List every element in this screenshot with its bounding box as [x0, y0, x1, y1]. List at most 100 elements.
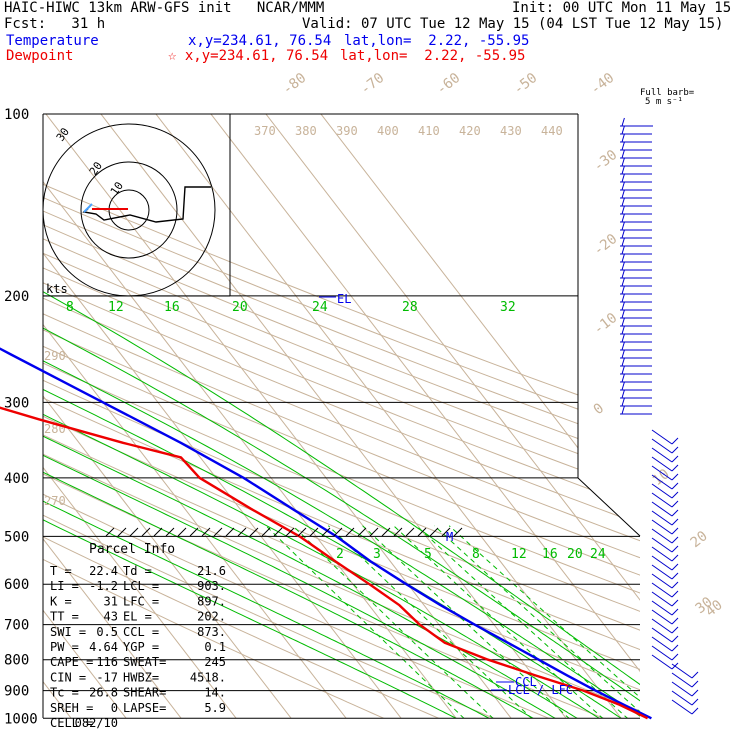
wind-barb-flag	[621, 165, 625, 175]
wind-barb-flag	[621, 197, 625, 207]
theta-label: 290	[44, 349, 66, 363]
parcel-key: LAPSE=	[123, 701, 166, 715]
wind-barb-flag	[671, 572, 679, 580]
parcel-key: LCL =	[123, 579, 159, 593]
pressure-label: 500	[4, 529, 29, 545]
mixing-ratio-line	[292, 525, 507, 718]
parcel-value: 31	[104, 594, 118, 608]
hatch-mark	[429, 527, 439, 537]
parcel-key: EL =	[123, 610, 152, 624]
wind-barb-flag	[671, 527, 679, 535]
isotherm-line	[43, 114, 247, 718]
parcel-value: 0.5	[96, 625, 118, 639]
wind-barb-flag	[621, 405, 625, 415]
wind-barb	[671, 681, 693, 697]
wind-barb-flag	[671, 500, 679, 508]
dry-adiabat-line	[43, 114, 640, 718]
hatch-mark	[141, 527, 151, 537]
dry-adiabat-line	[43, 114, 640, 718]
wind-barb-flag	[671, 446, 679, 454]
mixing-ratio-line	[448, 525, 640, 718]
wind-barb-flag	[671, 617, 679, 625]
parcel-key: CIN =	[50, 670, 86, 684]
wind-barb-flag	[671, 482, 679, 490]
wind-barb	[651, 465, 673, 481]
hatch-mark	[273, 527, 283, 537]
parcel-key: CCL =	[123, 625, 159, 639]
parcel-value: 4518.	[190, 670, 226, 684]
mixing-ratio-label: 8	[472, 547, 480, 562]
wind-barb-flag	[671, 563, 679, 571]
pressure-label: 600	[4, 577, 29, 593]
parcel-value: 202.	[197, 610, 226, 624]
wind-barb-flag	[621, 133, 625, 143]
hatch-mark	[333, 527, 343, 537]
wind-barb-flag	[621, 253, 625, 263]
parcel-key: SREH =	[50, 701, 93, 715]
theta-e-label: 28	[402, 300, 418, 315]
theta-label: 440	[541, 124, 563, 138]
ccl-marker: CCL	[515, 675, 537, 689]
pressure-label: 1000	[4, 711, 38, 727]
hatch-mark	[357, 527, 367, 537]
hatch-mark	[285, 527, 295, 537]
dry-adiabat-line	[43, 114, 640, 718]
storm-motion-marker	[83, 203, 93, 213]
wind-barb	[651, 510, 673, 526]
isotherm-line	[43, 114, 302, 718]
hatch-mark	[105, 527, 115, 537]
wind-barb-flag	[691, 680, 699, 688]
isotherm-line	[134, 114, 632, 718]
wind-barb	[651, 564, 673, 580]
hatch-mark	[225, 527, 235, 537]
parcel-value: 4.64	[89, 640, 118, 654]
wind-barb	[651, 645, 673, 661]
dry-adiabat-line	[43, 114, 640, 718]
parcel-value: 082/10	[75, 716, 118, 730]
parcel-key: LI =	[50, 579, 79, 593]
parcel-info-title: Parcel Info	[89, 542, 175, 557]
theta-label: 390	[336, 124, 358, 138]
parcel-value: 5.9	[204, 701, 226, 715]
parcel-value: 873.	[197, 625, 226, 639]
wind-barb	[651, 591, 673, 607]
dry-adiabat-line	[43, 114, 640, 718]
dewpoint-line	[0, 406, 649, 720]
theta-label: 420	[459, 124, 481, 138]
hatch-mark	[177, 527, 187, 537]
dry-adiabat-line	[43, 114, 640, 718]
wind-barb-flag	[621, 213, 625, 223]
dry-adiabat-line	[43, 114, 640, 718]
wind-barb-flag	[671, 599, 679, 607]
parcel-key: PW =	[50, 640, 79, 654]
wind-barb-flag	[671, 464, 679, 472]
pressure-label: 400	[4, 471, 29, 487]
wind-barb-flag	[621, 173, 625, 183]
isotherm-label: -70	[358, 70, 388, 98]
forecast-hour: Fcst: 31 h	[4, 16, 106, 32]
pressure-label: 700	[4, 618, 29, 634]
theta-label: 370	[254, 124, 276, 138]
pressure-label: 900	[4, 684, 29, 700]
moist-adiabat-line	[43, 219, 534, 718]
plot-frame-diagonal	[577, 477, 641, 537]
wind-barb	[651, 555, 673, 571]
isotherm-line	[299, 114, 640, 718]
parcel-value: 14.	[204, 686, 226, 700]
wind-barb-flag	[691, 689, 699, 697]
wind-barb-flag	[671, 455, 679, 463]
wind-barb-flag	[621, 333, 625, 343]
parcel-key: Td =	[123, 564, 152, 578]
dry-adiabat-line	[43, 114, 469, 718]
wind-barb-flag	[671, 590, 679, 598]
wind-barb	[651, 573, 673, 589]
mixing-ratio-line	[415, 525, 640, 718]
wind-barb-flag	[621, 309, 625, 319]
dry-adiabat-line	[43, 114, 640, 718]
temperature-legend: Temperature	[6, 33, 99, 49]
dry-adiabat-line	[43, 114, 640, 718]
theta-e-label: 20	[232, 300, 248, 315]
wind-barb-flag	[671, 509, 679, 517]
mixing-ratio-line	[265, 525, 478, 718]
wind-barb-flag	[621, 349, 625, 359]
